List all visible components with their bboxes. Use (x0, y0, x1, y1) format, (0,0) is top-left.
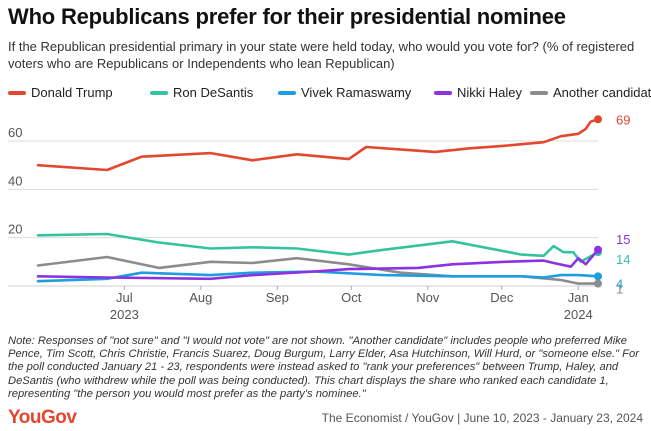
legend-label-another: Another candidate (553, 85, 651, 100)
end-label-haley: 15 (616, 232, 630, 247)
series-line-desantis (36, 232, 600, 264)
legend-swatch-another (530, 90, 548, 95)
end-label-desantis: 14 (616, 252, 630, 267)
legend-item-desantis: Ron DeSantis (150, 85, 253, 100)
x-tick-label-nov: Nov (416, 290, 440, 305)
series-line-haley (36, 248, 600, 281)
legend-swatch-desantis (150, 90, 168, 95)
legend-item-trump: Donald Trump (8, 85, 113, 100)
series-line-another (36, 255, 600, 285)
end-label-trump: 69 (616, 112, 630, 127)
x-tick-label-jul: Jul (116, 290, 133, 305)
chart-title: Who Republicans prefer for their preside… (8, 4, 566, 29)
legend-swatch-trump (8, 90, 26, 95)
series-endpoint-trump (594, 115, 602, 124)
x-tick-label-sep: Sep (266, 290, 289, 305)
x-tick-sublabel-2023: 2023 (110, 307, 139, 322)
y-tick-label-20: 20 (8, 222, 22, 237)
series-endpoint-another (594, 279, 602, 288)
x-tick-label-aug: Aug (189, 290, 212, 305)
x-tick-label-dec: Dec (490, 290, 514, 305)
legend-label-trump: Donald Trump (31, 85, 113, 100)
legend-item-another: Another candidate (530, 85, 651, 100)
chart-source: The Economist / YouGov | June 10, 2023 -… (321, 411, 643, 425)
legend-label-haley: Nikki Haley (457, 85, 523, 100)
legend-swatch-haley (434, 90, 452, 95)
end-label-ramaswamy: 4 (616, 276, 623, 291)
legend-item-haley: Nikki Haley (434, 85, 522, 100)
x-tick-label-jan: Jan (568, 290, 589, 305)
line-chart: 20 40 60 Jul 2023 Aug Sep Oct Nov Dec Jan 2024 69 15 1… (8, 112, 630, 322)
y-tick-label-40: 40 (8, 173, 22, 188)
legend-swatch-ramaswamy (278, 90, 296, 95)
legend-item-ramaswamy: Vivek Ramaswamy (278, 85, 411, 100)
series-line-trump (36, 118, 600, 172)
chart-subtitle: If the Republican presidential primary i… (8, 39, 635, 71)
yougov-logo: YouGov (8, 407, 77, 428)
series-endpoint-haley (594, 245, 602, 254)
legend-label-ramaswamy: Vivek Ramaswamy (301, 85, 412, 100)
series-endpoint-ramaswamy (594, 272, 602, 281)
series-line-ramaswamy (36, 270, 600, 283)
end-label-another: 1 (616, 282, 623, 297)
x-tick-sublabel-2024: 2024 (564, 307, 593, 322)
y-tick-label-60: 60 (8, 125, 22, 140)
chart-note: Note: Responses of "not sure" and "I wou… (8, 335, 639, 400)
chart-legend: Donald Trump Ron DeSantis Vivek Ramaswam… (8, 85, 651, 105)
legend-label-desantis: Ron DeSantis (173, 85, 254, 100)
x-tick-label-oct: Oct (341, 290, 362, 305)
